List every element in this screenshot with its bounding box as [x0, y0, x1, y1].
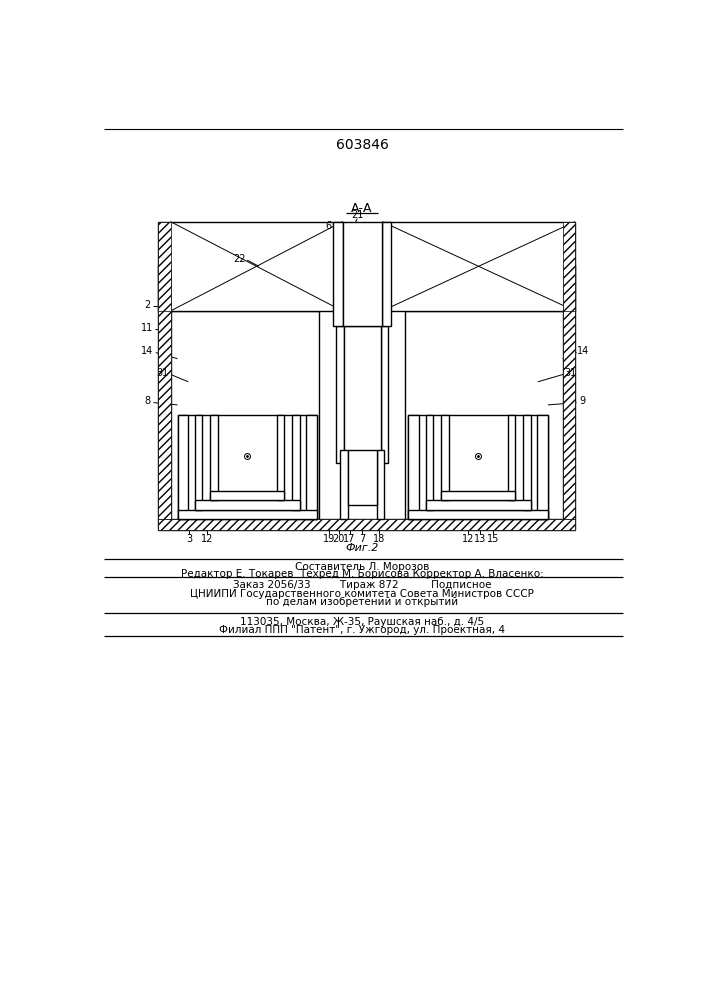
- Bar: [158, 222, 170, 311]
- Text: Заказ 2056/33         Тираж 872          Подписное: Заказ 2056/33 Тираж 872 Подписное: [233, 580, 491, 590]
- Text: 21: 21: [351, 210, 363, 220]
- Text: 8: 8: [144, 396, 151, 406]
- Bar: [333, 222, 343, 326]
- Text: 6: 6: [325, 221, 332, 231]
- Bar: [426, 415, 433, 510]
- Text: 12: 12: [201, 534, 213, 544]
- Bar: [177, 415, 188, 519]
- Bar: [537, 415, 548, 519]
- Bar: [344, 326, 380, 451]
- Text: 12: 12: [462, 534, 474, 544]
- Text: 14: 14: [577, 346, 589, 356]
- Text: Редактор Е. Токарев  Техред М. Борисова Корректор А. Власенко:: Редактор Е. Токарев Техред М. Борисова К…: [180, 569, 543, 579]
- Bar: [194, 500, 300, 510]
- Bar: [306, 415, 317, 519]
- Bar: [210, 491, 284, 500]
- Text: 31: 31: [157, 368, 169, 378]
- Text: 3: 3: [186, 534, 192, 544]
- Bar: [158, 265, 170, 519]
- Bar: [441, 415, 449, 500]
- Bar: [210, 415, 218, 500]
- Bar: [306, 415, 317, 519]
- Bar: [177, 510, 317, 519]
- Bar: [177, 415, 188, 519]
- Bar: [426, 500, 531, 510]
- Text: А-А: А-А: [351, 202, 373, 215]
- Bar: [508, 415, 515, 500]
- Bar: [158, 222, 343, 311]
- Bar: [563, 265, 575, 519]
- Bar: [194, 415, 202, 510]
- Text: по делам изобретений и открытий: по делам изобретений и открытий: [266, 597, 458, 607]
- Bar: [441, 415, 449, 500]
- Bar: [158, 519, 575, 530]
- Text: 2: 2: [144, 300, 151, 310]
- Text: 20: 20: [332, 534, 345, 544]
- Text: Составитель Л. Морозов: Составитель Л. Морозов: [295, 562, 429, 572]
- Bar: [177, 510, 317, 519]
- Bar: [426, 415, 433, 510]
- Text: 603846: 603846: [336, 138, 388, 152]
- Bar: [537, 415, 548, 519]
- Bar: [210, 415, 218, 500]
- Bar: [340, 450, 348, 519]
- Text: 15: 15: [486, 534, 499, 544]
- Bar: [409, 415, 548, 519]
- Bar: [210, 491, 284, 500]
- Text: 7: 7: [359, 534, 365, 544]
- Bar: [194, 415, 202, 510]
- Text: 14: 14: [141, 346, 153, 356]
- Bar: [194, 500, 300, 510]
- Bar: [508, 415, 515, 500]
- Bar: [340, 450, 348, 519]
- Bar: [377, 450, 385, 519]
- Bar: [405, 311, 563, 519]
- Bar: [523, 415, 531, 510]
- Bar: [276, 415, 284, 500]
- Bar: [409, 510, 548, 519]
- Bar: [563, 222, 575, 311]
- Bar: [380, 326, 388, 463]
- Bar: [343, 222, 382, 326]
- Text: 13: 13: [474, 534, 486, 544]
- Bar: [523, 415, 531, 510]
- Bar: [382, 222, 392, 326]
- Bar: [158, 265, 170, 519]
- Text: Фиг.2: Фиг.2: [345, 543, 379, 553]
- Bar: [409, 510, 548, 519]
- Bar: [563, 265, 575, 519]
- Bar: [426, 500, 531, 510]
- Text: 31: 31: [564, 368, 576, 378]
- Text: 113035, Москва, Ж-35, Раушская наб., д. 4/5: 113035, Москва, Ж-35, Раушская наб., д. …: [240, 617, 484, 627]
- Bar: [382, 222, 575, 311]
- Bar: [409, 415, 419, 519]
- Bar: [333, 222, 343, 326]
- Bar: [409, 415, 419, 519]
- Text: 9: 9: [580, 396, 586, 406]
- Text: 11: 11: [141, 323, 153, 333]
- Bar: [382, 222, 392, 326]
- Bar: [337, 326, 344, 463]
- Text: 22: 22: [233, 254, 246, 264]
- Bar: [377, 450, 385, 519]
- Bar: [348, 450, 377, 505]
- Bar: [337, 326, 344, 463]
- Bar: [380, 326, 388, 463]
- Bar: [292, 415, 300, 510]
- Text: 19: 19: [322, 534, 334, 544]
- Bar: [170, 311, 320, 519]
- Text: 17: 17: [344, 534, 356, 544]
- Bar: [292, 415, 300, 510]
- Bar: [441, 491, 515, 500]
- Bar: [177, 415, 317, 519]
- Text: 18: 18: [373, 534, 385, 544]
- Text: ЦНИИПИ Государственного комитета Совета Министров СССР: ЦНИИПИ Государственного комитета Совета …: [190, 589, 534, 599]
- Bar: [276, 415, 284, 500]
- Text: Филиал ППП "Патент", г. Ужгород, ул. Проектная, 4: Филиал ППП "Патент", г. Ужгород, ул. Про…: [219, 625, 505, 635]
- Bar: [441, 491, 515, 500]
- Bar: [158, 519, 575, 530]
